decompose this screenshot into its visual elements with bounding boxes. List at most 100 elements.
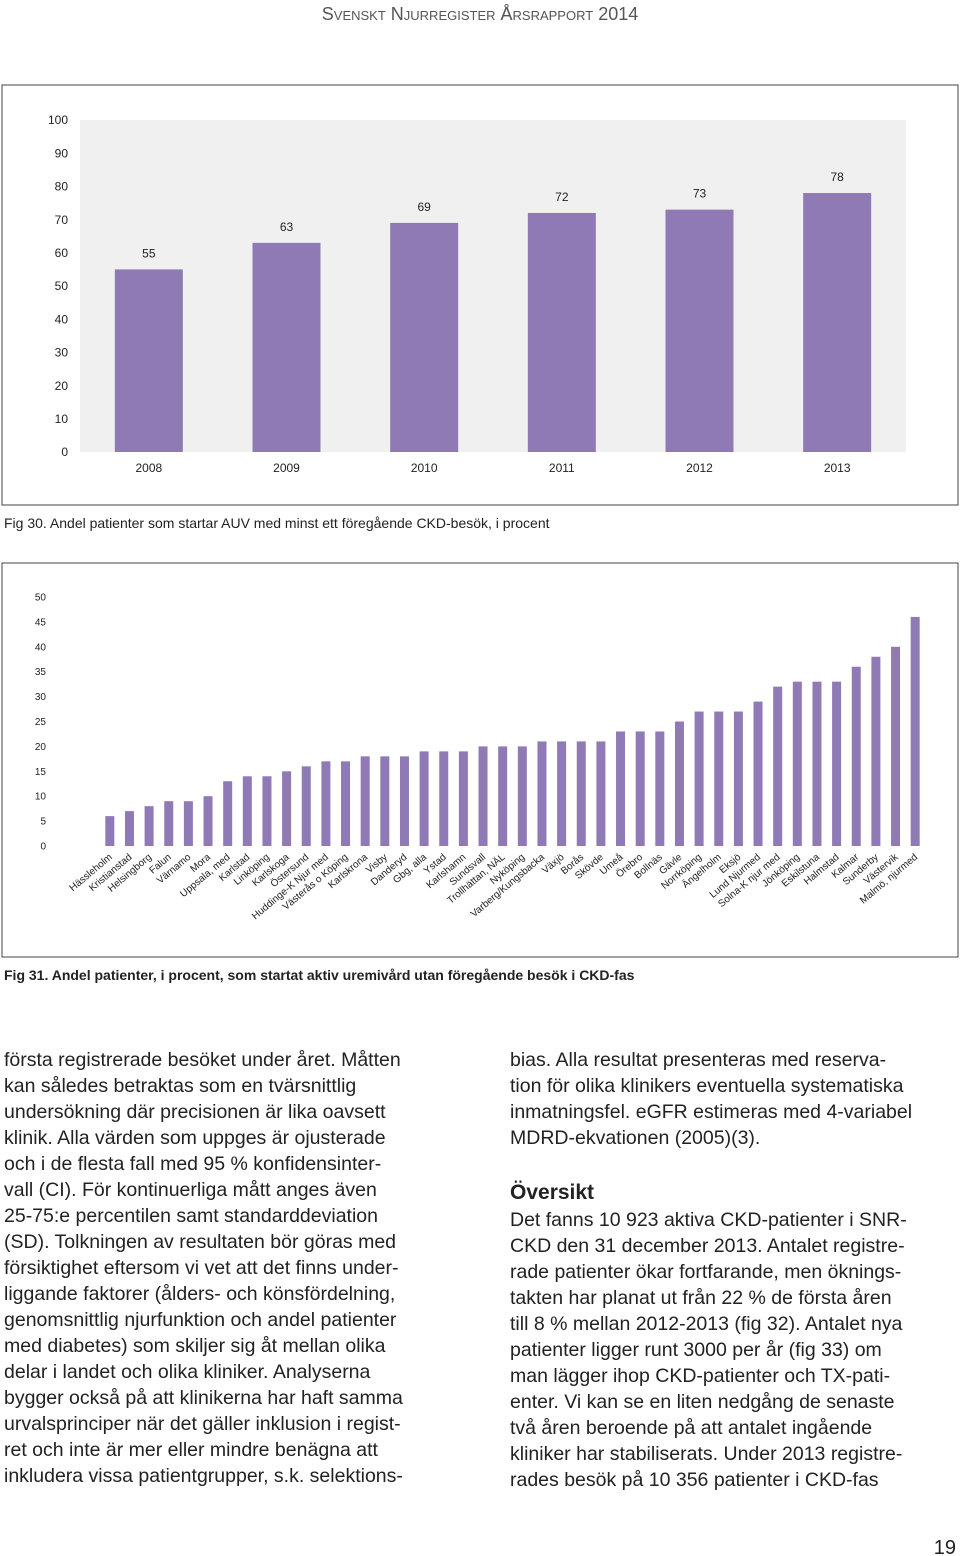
bar — [262, 776, 272, 846]
y-tick-label: 5 — [40, 817, 46, 828]
bar — [517, 746, 527, 846]
body-text-line: takten har planat ut från 22 % de första… — [510, 1287, 892, 1309]
y-tick-label: 45 — [35, 617, 47, 628]
bar — [341, 761, 351, 846]
page-number: 19 — [934, 1537, 956, 1556]
y-tick-label: 80 — [55, 180, 69, 194]
body-text-line: MDRD-ekvationen (2005)(3). — [510, 1127, 760, 1149]
body-text-line: urvalsprinciper när det gäller inklusion… — [4, 1413, 401, 1435]
body-text-line: tion för olika klinikers eventuella syst… — [510, 1075, 904, 1097]
bar — [616, 731, 626, 846]
body-text-line: Det fanns 10 923 aktiva CKD-patienter i … — [510, 1209, 907, 1231]
y-tick-label: 25 — [35, 717, 47, 728]
bar — [576, 741, 586, 846]
bar — [635, 731, 645, 846]
figure-caption: Fig 30. Andel patienter som startar AUV … — [4, 515, 550, 531]
x-tick-label: 2011 — [549, 461, 575, 475]
body-text-line: första registrerade besöket under året. … — [4, 1049, 401, 1071]
y-tick-label: 30 — [55, 346, 69, 360]
body-text-line: bias. Alla resultat presenteras med rese… — [510, 1049, 886, 1071]
bar — [527, 212, 596, 452]
bar — [399, 756, 409, 846]
bar — [792, 681, 802, 846]
bar — [832, 681, 842, 846]
bar — [714, 711, 724, 846]
section-heading: Översikt — [510, 1181, 594, 1204]
y-tick-label: 40 — [55, 312, 69, 326]
bar — [390, 222, 459, 452]
bar — [596, 741, 606, 846]
y-tick-label: 30 — [35, 692, 47, 703]
bar — [419, 751, 429, 846]
x-tick-label: 2012 — [686, 461, 713, 475]
body-text-line: bygger också på att klinikerna har haft … — [4, 1387, 403, 1409]
y-tick-label: 15 — [35, 767, 47, 778]
bar — [380, 756, 390, 846]
plot-area — [80, 120, 906, 452]
body-text-line: patienter ligger runt 3000 per år (fig 3… — [510, 1339, 882, 1361]
body-text-line: enter. Vi kan se en liten nedgång de sen… — [510, 1391, 895, 1413]
data-label: 72 — [555, 190, 569, 204]
body-text-line: två åren beroende på att antalet ingåend… — [510, 1417, 872, 1439]
bar — [252, 242, 321, 452]
bar — [871, 656, 881, 846]
body-text-line: rade patienter ökar fortfarande, men ökn… — [510, 1261, 901, 1283]
body-text-line: delar i landet och olika kliniker. Analy… — [4, 1361, 371, 1383]
y-tick-label: 20 — [55, 379, 69, 393]
data-label: 69 — [417, 200, 431, 214]
body-text-line: genomsnittlig njurfunktion och andel pat… — [4, 1309, 397, 1331]
bar — [498, 746, 508, 846]
bar — [439, 751, 449, 846]
y-tick-label: 35 — [35, 667, 47, 678]
y-tick-label: 60 — [55, 246, 69, 260]
bar — [114, 269, 183, 452]
body-text-line: rades besök på 10 356 patienter i CKD-fa… — [510, 1469, 879, 1491]
y-tick-label: 50 — [55, 279, 69, 293]
y-tick-label: 20 — [35, 742, 47, 753]
bar — [803, 193, 872, 453]
bar — [105, 816, 115, 846]
bar — [360, 756, 370, 846]
bar — [694, 711, 704, 846]
body-text-line: undersökning där precisionen är lika oav… — [4, 1101, 386, 1123]
y-tick-label: 0 — [61, 445, 68, 459]
body-text-line: kliniker har stabiliserats. Under 2013 r… — [510, 1443, 902, 1465]
body-text-line: försiktighet eftersom vi vet att det fin… — [4, 1257, 399, 1279]
data-label: 55 — [142, 246, 156, 260]
x-tick-label: 2010 — [411, 461, 438, 475]
bar — [321, 761, 331, 846]
body-text-line: inkludera vissa patientgrupper, s.k. sel… — [4, 1465, 403, 1487]
body-text-line: till 8 % mellan 2012-2013 (fig 32). Anta… — [510, 1313, 903, 1335]
body-text-line: liggande faktorer (ålders- och könsförde… — [4, 1283, 395, 1305]
page-header: Svenskt Njurregister Årsrapport 2014 — [322, 4, 638, 24]
x-tick-label: 2009 — [273, 461, 300, 475]
body-text-line: med diabetes) som skiljer sig åt mellan … — [4, 1335, 386, 1357]
bar — [557, 741, 567, 846]
body-text-line: ret och inte är mer eller mindre benägna… — [4, 1439, 379, 1461]
body-text-line: inmatningsfel. eGFR estimeras med 4-vari… — [510, 1101, 912, 1123]
x-tick-label: 2008 — [135, 461, 162, 475]
data-label: 78 — [830, 170, 844, 184]
bar — [223, 781, 233, 846]
bar — [753, 701, 763, 846]
bar — [812, 681, 822, 846]
body-text-line: 25-75:e percentilen samt standarddeviati… — [4, 1205, 378, 1227]
bar — [183, 801, 193, 846]
data-label: 63 — [280, 220, 294, 234]
y-tick-label: 40 — [35, 642, 47, 653]
bar — [242, 776, 252, 846]
bar — [674, 721, 684, 846]
y-tick-label: 0 — [40, 842, 46, 853]
figure-caption: Fig 31. Andel patienter, i procent, som … — [4, 967, 635, 983]
bar — [203, 796, 213, 846]
bar — [124, 811, 134, 846]
body-text-line: klinik. Alla värden som uppges är ojuste… — [4, 1127, 386, 1149]
x-tick-label: 2013 — [824, 461, 851, 475]
bar — [282, 771, 292, 846]
body-text-line: (SD). Tolkningen av resultaten bör göras… — [4, 1231, 396, 1253]
bar — [891, 646, 901, 846]
figure-frame — [1, 84, 959, 506]
y-tick-label: 10 — [55, 412, 69, 426]
bar — [301, 766, 311, 846]
